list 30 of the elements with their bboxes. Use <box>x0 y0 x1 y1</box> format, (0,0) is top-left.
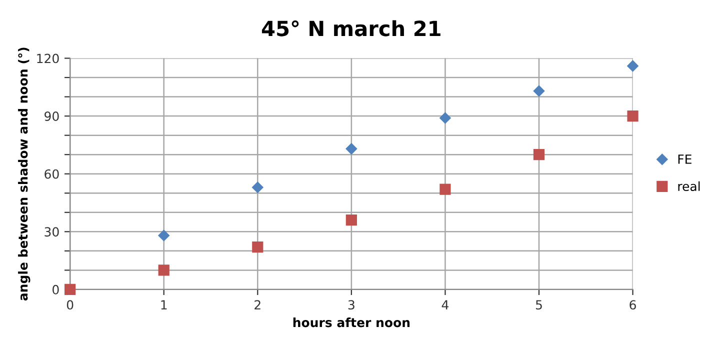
point <box>533 85 545 97</box>
legend-label: FE <box>678 154 692 164</box>
point <box>627 110 638 122</box>
chart-title: 45° N march 21 <box>262 20 440 36</box>
y-tick-label: 30 <box>44 227 59 237</box>
y-axis-title: angle between shadow and noon (°) <box>18 48 30 301</box>
point <box>252 182 264 193</box>
point <box>252 242 264 253</box>
x-tick-label: 1 <box>161 300 167 310</box>
y-tick-label: 60 <box>44 169 59 179</box>
point <box>158 264 170 276</box>
x-tick-label: 2 <box>254 300 260 310</box>
x-tick-label: 3 <box>348 300 354 310</box>
y-tick-label: 120 <box>37 54 59 64</box>
point <box>346 143 358 154</box>
point <box>440 112 451 124</box>
x-axis-title: hours after noon <box>293 318 410 328</box>
x-tick-label: 6 <box>630 300 636 310</box>
y-tick-label: 90 <box>44 112 59 121</box>
point <box>158 230 170 242</box>
point <box>440 184 451 195</box>
point <box>533 149 545 160</box>
x-tick-label: 5 <box>536 300 542 310</box>
point <box>346 214 357 226</box>
point <box>627 60 638 72</box>
y-tick-label: 0 <box>52 284 59 294</box>
x-tick-label: 0 <box>66 300 74 310</box>
point <box>64 284 76 296</box>
x-tick-label: 4 <box>442 300 448 310</box>
legend-label: real <box>678 181 700 192</box>
